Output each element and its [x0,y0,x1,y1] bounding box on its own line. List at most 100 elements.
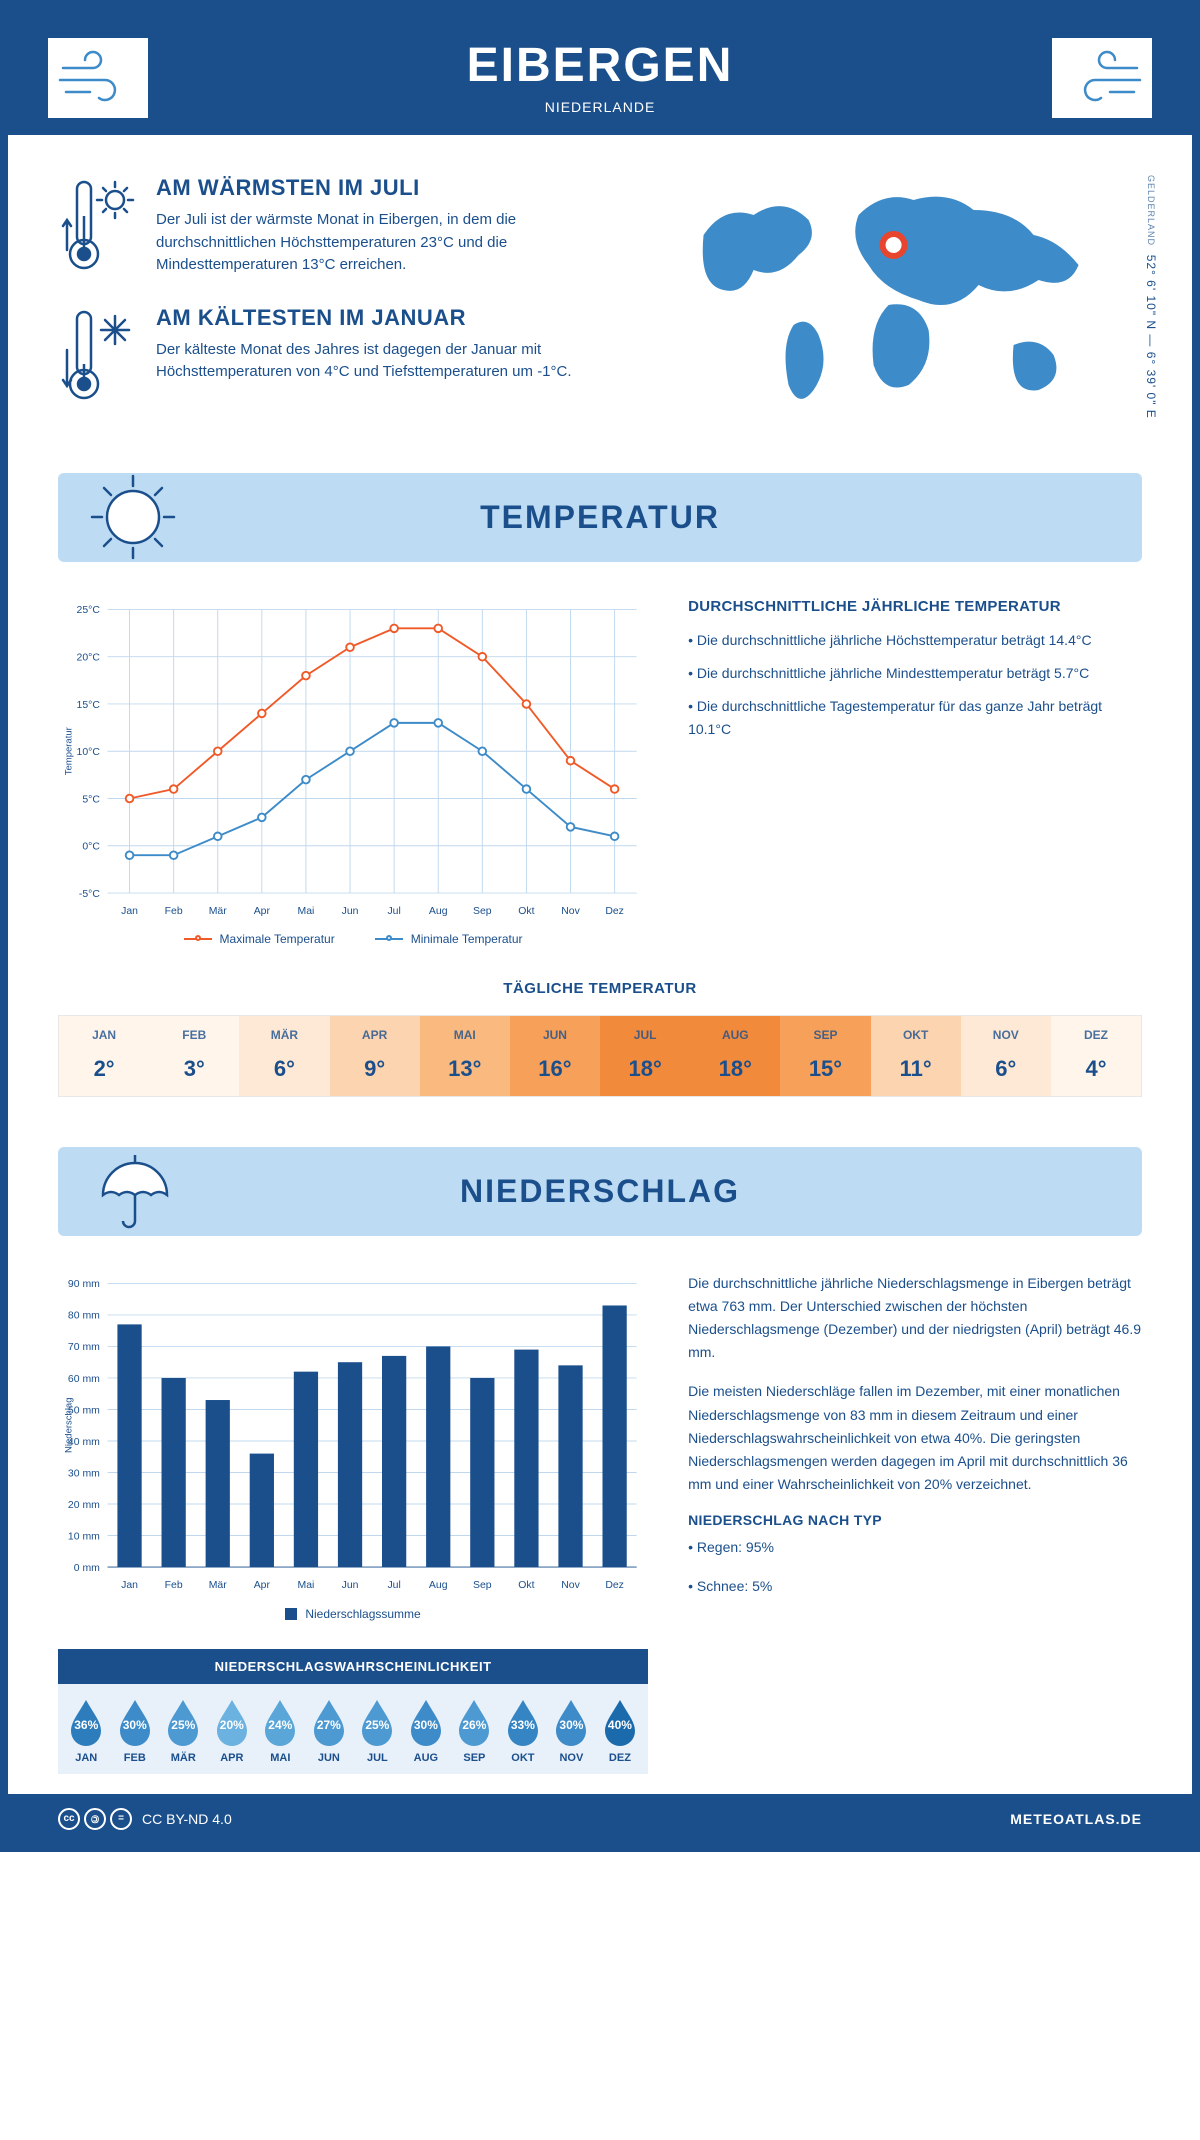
prec-para: Die durchschnittliche jährliche Niedersc… [688,1272,1142,1364]
raindrop-icon: 20% [213,1698,251,1746]
prob-cell: 33% OKT [499,1698,548,1764]
thermometer-snow-icon [58,305,138,405]
svg-text:0 mm: 0 mm [74,1563,100,1574]
daily-temp-cell: FEB3° [149,1016,239,1096]
svg-text:60 mm: 60 mm [68,1374,100,1385]
svg-text:5°C: 5°C [82,794,100,805]
svg-text:Apr: Apr [254,1580,271,1591]
svg-text:Niederschlag: Niederschlag [63,1398,74,1453]
raindrop-icon: 36% [67,1698,105,1746]
temp-summary-bullet: • Die durchschnittliche jährliche Mindes… [688,662,1142,685]
svg-text:Okt: Okt [518,905,534,916]
raindrop-icon: 30% [407,1698,445,1746]
svg-text:Jul: Jul [387,905,400,916]
daily-temp-title: TÄGLICHE TEMPERATUR [58,980,1142,997]
svg-text:Jun: Jun [342,905,359,916]
daily-temp-cell: MÄR6° [239,1016,329,1096]
precipitation-probability: NIEDERSCHLAGSWAHRSCHEINLICHKEIT 36% JAN … [58,1649,648,1774]
city-title: EIBERGEN [28,38,1172,93]
footer: cc🄯= CC BY-ND 4.0 METEOATLAS.DE [8,1794,1192,1844]
country-subtitle: NIEDERLANDE [28,99,1172,115]
prob-cell: 30% AUG [402,1698,451,1764]
precipitation-chart: 0 mm10 mm20 mm30 mm40 mm50 mm60 mm70 mm8… [58,1272,648,1621]
wind-icon [48,38,148,118]
svg-text:Mär: Mär [209,905,228,916]
prob-cell: 30% NOV [547,1698,596,1764]
prob-cell: 26% SEP [450,1698,499,1764]
svg-text:Nov: Nov [561,905,580,916]
raindrop-icon: 30% [552,1698,590,1746]
coldest-block: AM KÄLTESTEN IM JANUAR Der kälteste Mona… [58,305,605,405]
svg-text:Jan: Jan [121,1580,138,1591]
daily-temp-cell: AUG18° [690,1016,780,1096]
prob-cell: 27% JUN [305,1698,354,1764]
svg-text:-5°C: -5°C [79,888,100,899]
raindrop-icon: 30% [116,1698,154,1746]
coldest-title: AM KÄLTESTEN IM JANUAR [156,305,605,331]
svg-text:Nov: Nov [561,1580,580,1591]
prob-cell: 25% MÄR [159,1698,208,1764]
prec-type-title: NIEDERSCHLAG NACH TYP [688,1512,1142,1528]
thermometer-sun-icon [58,175,138,275]
prob-cell: 24% MAI [256,1698,305,1764]
raindrop-icon: 24% [261,1698,299,1746]
svg-text:Dez: Dez [605,905,624,916]
daily-temp-cell: JUL18° [600,1016,690,1096]
svg-text:Sep: Sep [473,1580,492,1591]
raindrop-icon: 40% [601,1698,639,1746]
coordinates: GELDERLAND 52° 6' 10" N — 6° 39' 0" E [1144,175,1158,419]
sun-icon [88,472,178,562]
svg-text:Jul: Jul [387,1580,400,1591]
svg-text:Feb: Feb [165,905,183,916]
intro-row: AM WÄRMSTEN IM JULI Der Juli ist der wär… [58,175,1142,433]
prob-cell: 36% JAN [62,1698,111,1764]
svg-text:Feb: Feb [165,1580,183,1591]
temperature-banner-label: TEMPERATUR [480,499,720,535]
svg-text:Sep: Sep [473,905,492,916]
svg-text:Mai: Mai [298,1580,315,1591]
svg-text:10°C: 10°C [77,747,101,758]
svg-text:10 mm: 10 mm [68,1531,100,1542]
raindrop-icon: 25% [164,1698,202,1746]
site-credit: METEOATLAS.DE [1010,1811,1142,1827]
precipitation-summary: Die durchschnittliche jährliche Niedersc… [688,1272,1142,1774]
raindrop-icon: 25% [358,1698,396,1746]
svg-text:Dez: Dez [605,1580,624,1591]
daily-temp-cell: JAN2° [59,1016,149,1096]
temp-summary-bullet: • Die durchschnittliche Tagestemperatur … [688,695,1142,741]
daily-temp-table: JAN2°FEB3°MÄR6°APR9°MAI13°JUN16°JUL18°AU… [58,1015,1142,1097]
daily-temp-cell: DEZ4° [1051,1016,1141,1096]
prec-para: Die meisten Niederschläge fallen im Deze… [688,1380,1142,1495]
temperature-summary: DURCHSCHNITTLICHE JÄHRLICHE TEMPERATUR •… [688,598,1142,947]
prob-cell: 30% FEB [111,1698,160,1764]
raindrop-icon: 27% [310,1698,348,1746]
precipitation-banner: NIEDERSCHLAG [58,1147,1142,1236]
prob-cell: 20% APR [208,1698,257,1764]
warmest-title: AM WÄRMSTEN IM JULI [156,175,605,201]
prec-type-item: • Schnee: 5% [688,1575,1142,1598]
svg-text:Mai: Mai [298,905,315,916]
svg-text:0°C: 0°C [82,841,100,852]
daily-temp-cell: OKT11° [871,1016,961,1096]
wind-icon [1052,38,1152,118]
prob-title: NIEDERSCHLAGSWAHRSCHEINLICHKEIT [58,1649,648,1684]
svg-text:Jun: Jun [342,1580,359,1591]
svg-text:90 mm: 90 mm [68,1279,100,1290]
svg-text:25°C: 25°C [77,605,101,616]
svg-text:Apr: Apr [254,905,271,916]
raindrop-icon: 33% [504,1698,542,1746]
coldest-text: Der kälteste Monat des Jahres ist dagege… [156,339,605,384]
cc-license-icon: cc🄯= [58,1808,132,1830]
umbrella-icon [88,1147,178,1237]
precipitation-legend: Niederschlagssumme [58,1607,648,1621]
warmest-block: AM WÄRMSTEN IM JULI Der Juli ist der wär… [58,175,605,277]
daily-temp-cell: JUN16° [510,1016,600,1096]
svg-text:70 mm: 70 mm [68,1342,100,1353]
svg-text:80 mm: 80 mm [68,1311,100,1322]
warmest-text: Der Juli ist der wärmste Monat in Eiberg… [156,209,605,277]
prob-cell: 25% JUL [353,1698,402,1764]
temp-summary-bullet: • Die durchschnittliche jährliche Höchst… [688,629,1142,652]
infographic-page: EIBERGEN NIEDERLANDE AM WÄRMSTEN IM JULI… [0,0,1200,1852]
temperature-legend: Maximale Temperatur Minimale Temperatur [58,932,648,946]
daily-temp-cell: NOV6° [961,1016,1051,1096]
